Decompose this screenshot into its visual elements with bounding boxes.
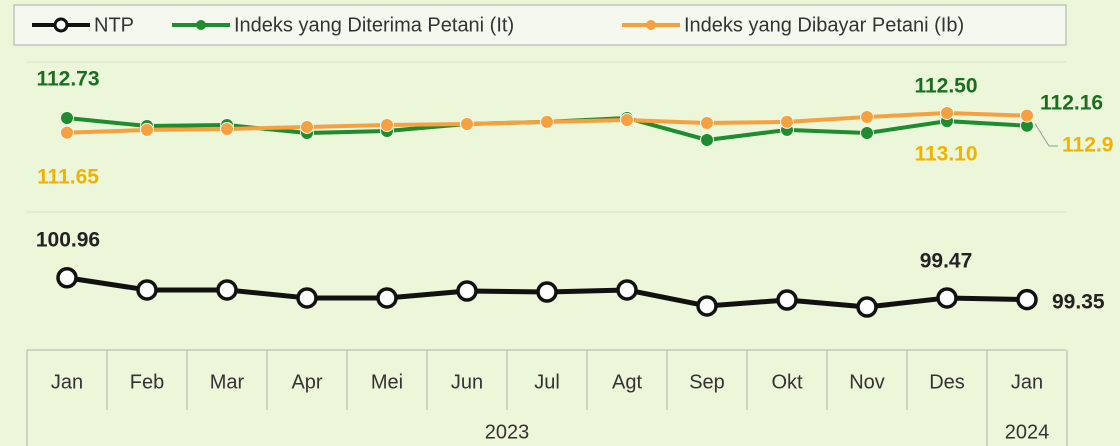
point: [296, 287, 318, 309]
x-tick-label: Agt: [612, 371, 642, 393]
data-label: 99.47: [920, 250, 973, 273]
point: [860, 126, 874, 141]
point: [460, 116, 474, 131]
group-label: 2024: [1005, 421, 1050, 443]
x-tick-label: Mei: [371, 371, 403, 393]
data-label: 100.96: [36, 229, 100, 252]
point: [60, 110, 74, 125]
point: [780, 114, 794, 129]
point: [376, 287, 398, 309]
group-label: 2023: [485, 421, 530, 443]
point: [136, 279, 158, 301]
point: [776, 289, 798, 311]
point: [700, 116, 714, 131]
point: [936, 287, 958, 309]
point: [300, 119, 314, 134]
point: [56, 266, 78, 289]
x-tick-label: Sep: [689, 371, 725, 393]
x-tick-label: Okt: [771, 371, 803, 393]
point: [140, 122, 154, 137]
data-label: 113.10: [914, 143, 977, 166]
point: [860, 110, 874, 125]
x-tick-label: Mar: [210, 371, 245, 393]
x-tick-label: Feb: [130, 371, 164, 393]
legend-marker: [196, 20, 206, 30]
data-label: 111.65: [37, 166, 99, 189]
x-tick-label: Des: [929, 371, 965, 393]
legend-marker: [646, 20, 656, 30]
point: [456, 280, 478, 302]
data-label: 112.73: [36, 68, 99, 91]
point: [216, 279, 238, 301]
data-label: 112.50: [914, 75, 977, 98]
leader-line: [1034, 123, 1058, 147]
point: [1016, 288, 1038, 311]
point: [1020, 108, 1034, 123]
data-label: 99.35: [1052, 291, 1105, 314]
x-tick-label: Jan: [1011, 371, 1043, 393]
point: [856, 296, 878, 318]
point: [700, 132, 714, 147]
point: [616, 279, 638, 301]
x-tick-label: Jul: [534, 371, 560, 393]
legend-marker: [53, 17, 69, 33]
data-label: 112.9: [1062, 134, 1113, 157]
point: [60, 125, 74, 140]
legend-label: NTP: [94, 14, 134, 36]
legend-label: Indeks yang Dibayar Petani (Ib): [684, 14, 964, 36]
point: [540, 114, 554, 129]
point: [696, 295, 718, 317]
data-label: 112.16: [1040, 92, 1103, 115]
point: [940, 105, 954, 120]
x-tick-label: Jun: [451, 371, 483, 393]
legend-label: Indeks yang Diterima Petani (It): [234, 14, 514, 36]
point: [220, 121, 234, 136]
x-tick-label: Jan: [51, 371, 83, 393]
x-tick-label: Nov: [849, 371, 885, 393]
x-tick-label: Apr: [291, 371, 322, 393]
point: [380, 118, 394, 133]
point: [620, 113, 634, 128]
point: [536, 281, 558, 303]
